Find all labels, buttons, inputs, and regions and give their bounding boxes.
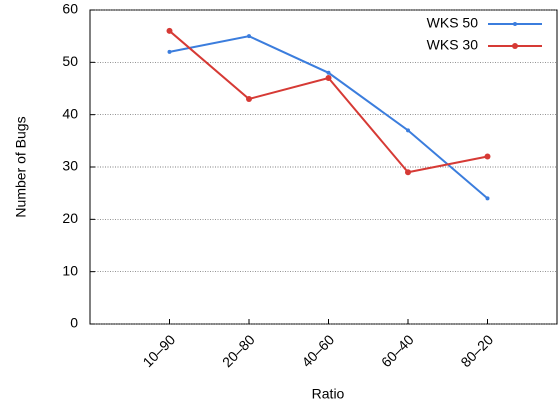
y-tick-label: 50 [62, 53, 78, 69]
y-axis-label: Number of Bugs [13, 116, 29, 217]
y-tick-label: 10 [62, 262, 78, 278]
x-tick-label: 10–90 [139, 331, 178, 370]
x-tick-label: 20–80 [219, 331, 258, 370]
point [485, 196, 490, 201]
legend-point [512, 43, 518, 49]
x-tick-label: 40–60 [298, 331, 337, 370]
x-tick-label: 60–40 [378, 331, 417, 370]
point [406, 128, 410, 133]
point [484, 153, 491, 160]
point [326, 70, 331, 75]
y-tick-label: 20 [62, 210, 78, 226]
x-tick-label: 80–20 [457, 331, 496, 370]
point [166, 27, 173, 34]
point [247, 34, 251, 39]
y-tick-label: 40 [62, 105, 78, 121]
y-tick-label: 0 [70, 315, 78, 331]
legend-label: WKS 50 [427, 15, 479, 31]
legend-point [513, 22, 517, 26]
point [167, 49, 172, 54]
y-tick-label: 30 [62, 158, 78, 174]
point [325, 75, 332, 82]
y-tick-label: 60 [62, 1, 78, 17]
point [405, 169, 411, 176]
legend-label: WKS 30 [427, 37, 479, 53]
point [246, 95, 252, 102]
x-axis-label: Ratio [312, 386, 345, 402]
line [169, 35, 489, 200]
